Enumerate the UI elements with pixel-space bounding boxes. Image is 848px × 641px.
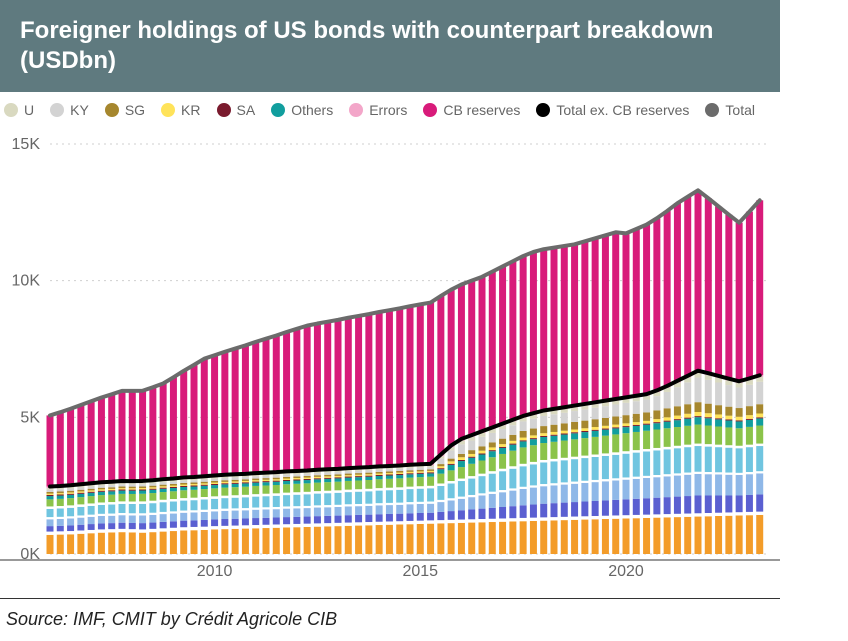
- legend-item-sa: SA: [217, 102, 256, 118]
- legend-label: SG: [125, 102, 145, 118]
- legend-label: CB reserves: [443, 102, 520, 118]
- svg-text:5K: 5K: [20, 409, 40, 426]
- svg-text:10K: 10K: [12, 273, 41, 290]
- svg-text:2015: 2015: [402, 563, 438, 580]
- legend-label: SA: [237, 102, 256, 118]
- legend-item-cb: CB reserves: [423, 102, 520, 118]
- legend-item-ky: KY: [50, 102, 89, 118]
- swatch-icon: [4, 103, 18, 117]
- swatch-icon: [50, 103, 64, 117]
- legend-label: Total: [725, 102, 755, 118]
- swatch-icon: [271, 103, 285, 117]
- legend-item-others: Others: [271, 102, 333, 118]
- svg-text:15K: 15K: [12, 136, 41, 153]
- swatch-icon: [161, 103, 175, 117]
- swatch-icon: [105, 103, 119, 117]
- swatch-icon: [536, 103, 550, 117]
- legend-label: Errors: [369, 102, 407, 118]
- svg-text:2020: 2020: [608, 563, 644, 580]
- swatch-icon: [217, 103, 231, 117]
- chart-svg: 0K5K10K15K201020152020: [0, 124, 780, 594]
- legend-item-total: Total: [705, 102, 755, 118]
- legend-label: U: [24, 102, 34, 118]
- swatch-icon: [705, 103, 719, 117]
- legend-item-u: U: [4, 102, 34, 118]
- legend-item-kr: KR: [161, 102, 200, 118]
- source-line: Source: IMF, CMIT by Crédit Agricole CIB: [0, 598, 780, 640]
- legend-label: KY: [70, 102, 89, 118]
- plot-area: 0K5K10K15K201020152020: [0, 124, 780, 594]
- chart-card: Foreigner holdings of US bonds with coun…: [0, 0, 780, 640]
- chart-title: Foreigner holdings of US bonds with coun…: [0, 0, 780, 92]
- legend-label: KR: [181, 102, 200, 118]
- swatch-icon: [349, 103, 363, 117]
- swatch-icon: [423, 103, 437, 117]
- svg-text:2010: 2010: [197, 563, 233, 580]
- legend-item-totalexcb: Total ex. CB reserves: [536, 102, 689, 118]
- legend-label: Total ex. CB reserves: [556, 102, 689, 118]
- legend-item-sg: SG: [105, 102, 145, 118]
- legend-label: Others: [291, 102, 333, 118]
- legend-item-errors: Errors: [349, 102, 407, 118]
- legend: U KY SG KR SA Others Errors CB reserves Total ex…: [0, 92, 780, 124]
